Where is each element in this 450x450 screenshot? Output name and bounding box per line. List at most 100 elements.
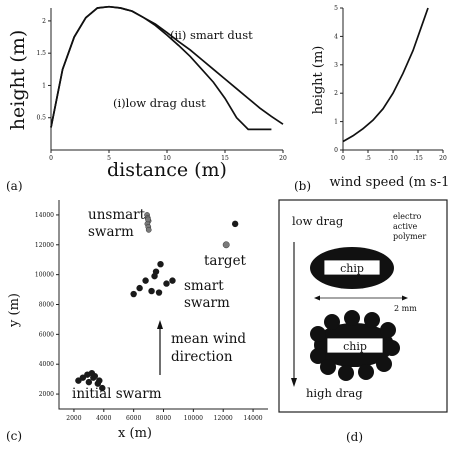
panel-a-curves (50, 5, 284, 131)
label-low-drag: low drag (292, 214, 344, 228)
panel-c-ylabel: y (m) (7, 293, 22, 328)
chip-label-2: chip (343, 340, 367, 353)
panel-a-ylabel: height (m) (7, 30, 29, 130)
target-point (231, 220, 239, 228)
low-drag-dust-curve (50, 5, 272, 131)
panel-d-letter: (d) (346, 430, 363, 444)
a-ytick-label: 1.5 (36, 50, 46, 57)
c-ytick-label: 4000 (39, 361, 54, 368)
panel-c-xlabel: x (m) (118, 426, 152, 441)
label-polymer-2: active (393, 222, 418, 231)
c-ytick-label: 6000 (39, 331, 54, 338)
smart-swarm-point (136, 284, 143, 292)
chip-label-1: chip (340, 262, 364, 275)
panel-d-frame (278, 199, 448, 413)
panel-b-ylabel: height (m) (311, 46, 326, 115)
label-low-drag-dust: (i)low drag dust (113, 96, 206, 110)
b-ytick-label: 3 (334, 62, 338, 69)
initial-swarm-point (90, 374, 97, 381)
chip-rect-1 (323, 259, 381, 276)
panel-a-xlabel: distance (m) (107, 159, 227, 181)
a-xtick-label: 20 (279, 155, 287, 162)
initial-swarm-point (94, 380, 102, 387)
chip-rect-2 (326, 337, 384, 354)
panel-b-y-ticks: 0 1 2 3 4 5 (334, 5, 343, 154)
wind-arrow-head (157, 320, 163, 329)
c-ytick-label: 12000 (35, 242, 54, 249)
c-xtick-label: 14000 (244, 415, 263, 422)
smart-swarm-point (169, 277, 176, 284)
a-xtick-label: 10 (163, 155, 171, 162)
label-unsmart-1: unsmart (88, 207, 146, 223)
panel-c-x-ticks: 2000 4000 6000 8000 10000 12000 14000 (66, 409, 263, 422)
b-ytick-label: 0 (334, 147, 338, 154)
smart-swarm-point (148, 287, 155, 295)
initial-swarm-point (99, 384, 106, 392)
b-xtick-label: 20 (439, 155, 447, 162)
b-xtick-label: 0 (341, 155, 345, 162)
panel-c-points (75, 212, 239, 392)
label-smart-1: smart (184, 278, 224, 294)
c-xtick-label: 12000 (214, 415, 233, 422)
panel-b-axes (342, 8, 443, 151)
label-target: target (204, 253, 247, 269)
panel-b-curves (342, 7, 429, 143)
panel-b: 0 .5 .10 .15 20 0 1 2 3 4 5 wind speed (m s-1) he… (294, 5, 450, 193)
a-ytick-label: 2 (42, 18, 46, 25)
panel-a-x-ticks: 0 5 10 15 20 (49, 150, 287, 162)
a-xtick-label: 5 (107, 155, 111, 162)
label-wind-1: mean wind (171, 331, 246, 347)
b-ytick-label: 4 (334, 33, 338, 40)
panel-c-letter: (c) (6, 429, 22, 443)
smart-swarm-point (142, 277, 149, 284)
panel-c-axes (58, 200, 268, 410)
b-xtick-label: .15 (413, 155, 423, 162)
a-ytick-label: 0.5 (36, 115, 46, 122)
c-xtick-label: 2000 (66, 415, 81, 422)
c-ytick-label: 10000 (35, 272, 54, 279)
panel-b-letter: (b) (294, 179, 311, 193)
c-xtick-label: 6000 (126, 415, 141, 422)
panel-c-y-ticks: 2000 4000 6000 8000 10000 12000 14000 (35, 212, 59, 398)
scale-arrow-right (402, 295, 408, 301)
c-ytick-label: 2000 (39, 391, 54, 398)
b-ytick-label: 2 (334, 90, 338, 97)
label-initial-swarm: initial swarm (72, 386, 162, 402)
a-xtick-label: 0 (49, 155, 53, 162)
scale-arrow-left (314, 295, 320, 301)
c-xtick-label: 8000 (156, 415, 171, 422)
panel-b-x-ticks: 0 .5 .10 .15 20 (341, 150, 447, 162)
panel-a-letter: (a) (6, 179, 23, 193)
c-ytick-label: 8000 (39, 302, 54, 309)
b-ytick-label: 5 (334, 5, 338, 12)
drag-arrow-head (291, 378, 297, 387)
label-high-drag: high drag (306, 386, 363, 400)
b-ytick-label: 1 (334, 119, 338, 126)
panel-b-xlabel: wind speed (m s-1) (330, 175, 450, 190)
c-ytick-label: 14000 (35, 212, 54, 219)
smart-swarm-point (155, 289, 163, 296)
label-polymer-1: electro (393, 212, 422, 221)
smart-swarm-point (157, 260, 164, 268)
smart-swarm-point (130, 290, 137, 298)
panel-d: low drag electro active polymer chip 2 m… (278, 199, 448, 444)
label-smart-dust: (ii) smart dust (170, 28, 253, 42)
panel-c: 2000 4000 6000 8000 10000 12000 14000 2000 4000… (6, 200, 268, 443)
wind-profile-curve (342, 7, 429, 143)
a-xtick-label: 15 (221, 155, 229, 162)
label-polymer-3: polymer (393, 232, 426, 241)
c-xtick-label: 4000 (96, 415, 111, 422)
b-xtick-label: .10 (388, 155, 398, 162)
panel-a-y-ticks: 0.5 1 1.5 2 (36, 18, 51, 122)
scale-label: 2 mm (394, 304, 417, 313)
label-smart-2: swarm (184, 295, 230, 311)
target-point (222, 241, 230, 249)
unsmart-swarm-point (145, 227, 152, 233)
panel-a: 0 5 10 15 20 0.5 1 1.5 2 distance (m) height (m… (6, 5, 287, 193)
a-ytick-label: 1 (42, 82, 46, 89)
label-wind-2: direction (171, 349, 233, 365)
smart-swarm-point (163, 280, 170, 287)
b-xtick-label: .5 (365, 155, 371, 162)
initial-swarm-point (85, 378, 93, 386)
